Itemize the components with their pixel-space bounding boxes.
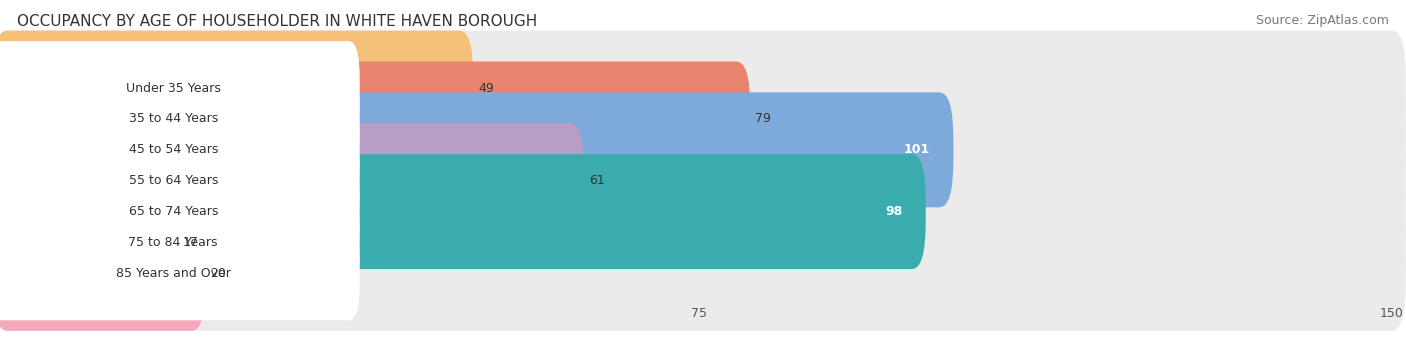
FancyBboxPatch shape <box>0 185 177 300</box>
FancyBboxPatch shape <box>0 31 474 146</box>
Text: 75 to 84 Years: 75 to 84 Years <box>128 236 218 249</box>
FancyBboxPatch shape <box>0 61 1406 176</box>
FancyBboxPatch shape <box>0 226 360 320</box>
FancyBboxPatch shape <box>0 103 360 197</box>
FancyBboxPatch shape <box>0 123 583 238</box>
Text: 45 to 54 Years: 45 to 54 Years <box>128 143 218 156</box>
FancyBboxPatch shape <box>0 195 360 290</box>
FancyBboxPatch shape <box>0 134 360 228</box>
Text: 35 to 44 Years: 35 to 44 Years <box>128 113 218 125</box>
FancyBboxPatch shape <box>0 123 1406 238</box>
Text: Under 35 Years: Under 35 Years <box>125 81 221 94</box>
FancyBboxPatch shape <box>0 154 1406 269</box>
FancyBboxPatch shape <box>0 41 360 135</box>
Text: 79: 79 <box>755 113 770 125</box>
FancyBboxPatch shape <box>0 72 360 166</box>
Text: OCCUPANCY BY AGE OF HOUSEHOLDER IN WHITE HAVEN BOROUGH: OCCUPANCY BY AGE OF HOUSEHOLDER IN WHITE… <box>17 14 537 29</box>
FancyBboxPatch shape <box>0 216 1406 331</box>
FancyBboxPatch shape <box>0 92 1406 207</box>
FancyBboxPatch shape <box>0 92 953 207</box>
FancyBboxPatch shape <box>0 185 1406 300</box>
Text: 101: 101 <box>904 143 931 156</box>
Text: 20: 20 <box>209 267 226 280</box>
Text: 49: 49 <box>478 81 494 94</box>
FancyBboxPatch shape <box>0 165 360 258</box>
Text: 17: 17 <box>183 236 198 249</box>
Text: Source: ZipAtlas.com: Source: ZipAtlas.com <box>1256 14 1389 27</box>
FancyBboxPatch shape <box>0 61 751 176</box>
Text: 98: 98 <box>886 205 903 218</box>
Text: 65 to 74 Years: 65 to 74 Years <box>128 205 218 218</box>
FancyBboxPatch shape <box>0 216 205 331</box>
Text: 85 Years and Over: 85 Years and Over <box>115 267 231 280</box>
Text: 55 to 64 Years: 55 to 64 Years <box>128 174 218 187</box>
FancyBboxPatch shape <box>0 31 1406 146</box>
Text: 61: 61 <box>589 174 605 187</box>
FancyBboxPatch shape <box>0 154 925 269</box>
